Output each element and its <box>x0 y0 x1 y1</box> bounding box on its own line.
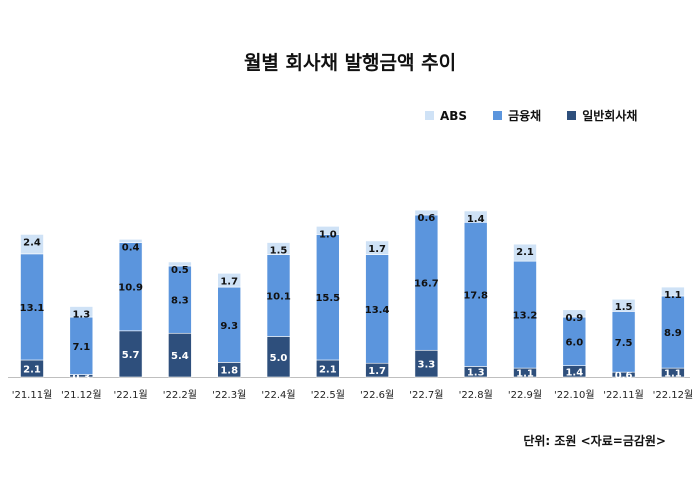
legend: ABS 금융채 일반회사채 <box>425 107 637 124</box>
x-tick-label-12: '22.11월 <box>603 389 644 401</box>
bar-abs-6 <box>315 226 340 235</box>
data-label-abs-4: 1.7 <box>220 276 238 287</box>
legend-swatch-abs <box>425 111 434 120</box>
legend-swatch-general <box>567 111 577 120</box>
bar-abs-0 <box>20 234 44 255</box>
data-label-abs-6: 1.0 <box>319 229 337 240</box>
data-label-financial-4: 9.3 <box>220 321 238 332</box>
data-label-abs-12: 1.5 <box>615 302 633 313</box>
x-tick-label-5: '22.4월 <box>261 389 295 401</box>
bar-abs-4 <box>217 273 241 288</box>
data-label-general-4: 1.8 <box>220 366 238 377</box>
data-label-general-1: 0.3 <box>72 372 90 383</box>
x-tick-label-2: '22.1월 <box>113 389 147 401</box>
bar-abs-11 <box>562 309 587 318</box>
bar-abs-9 <box>463 210 488 223</box>
data-label-financial-13: 8.9 <box>664 328 682 339</box>
x-tick-label-3: '22.2월 <box>163 389 197 401</box>
data-label-abs-3: 0.5 <box>171 265 189 276</box>
data-label-abs-0: 2.4 <box>23 237 41 248</box>
legend-label-abs: ABS <box>440 108 468 123</box>
data-label-financial-1: 7.1 <box>72 342 90 353</box>
data-label-general-10: 1.1 <box>516 369 534 380</box>
data-label-general-3: 5.4 <box>171 351 189 362</box>
data-label-financial-9: 17.8 <box>463 290 488 301</box>
unit-note: 단위: 조원 <자료=금감원> <box>523 434 666 448</box>
x-tick-label-7: '22.6월 <box>360 389 394 401</box>
x-tick-label-1: '21.12월 <box>61 389 102 401</box>
data-label-general-5: 5.0 <box>270 353 288 364</box>
x-tick-label-11: '22.10월 <box>554 389 595 401</box>
data-label-financial-8: 16.7 <box>414 279 439 290</box>
legend-label-financial: 금융채 <box>508 109 542 123</box>
x-tick-label-4: '22.3월 <box>212 389 246 401</box>
legend-swatch-financial <box>493 111 503 120</box>
x-tick-label-10: '22.9월 <box>508 389 542 401</box>
data-label-abs-9: 1.4 <box>467 214 485 225</box>
x-tick-label-0: '21.11월 <box>12 389 53 401</box>
data-label-abs-2: 0.4 <box>122 242 140 253</box>
data-label-financial-5: 10.1 <box>266 292 291 303</box>
data-label-abs-1: 1.3 <box>72 310 90 321</box>
bar-abs-12 <box>611 298 636 312</box>
legend-item-abs: ABS <box>425 109 467 123</box>
x-tick-label-6: '22.5월 <box>311 389 345 401</box>
data-label-financial-3: 8.3 <box>171 296 189 307</box>
data-label-financial-7: 13.4 <box>365 305 390 316</box>
data-label-financial-10: 13.2 <box>513 311 538 322</box>
data-label-general-13: 1.1 <box>664 369 682 380</box>
legend-item-general: 일반회사채 <box>567 107 637 124</box>
bar-abs-8 <box>414 209 439 216</box>
data-label-abs-7: 1.7 <box>368 244 386 255</box>
data-label-financial-0: 13.1 <box>20 303 45 314</box>
data-label-abs-11: 0.9 <box>565 313 583 324</box>
data-label-financial-12: 7.5 <box>615 338 633 349</box>
data-label-financial-2: 10.9 <box>118 283 143 294</box>
bar-abs-3 <box>168 261 192 267</box>
bar-abs-5 <box>266 242 291 255</box>
data-label-financial-6: 15.5 <box>315 293 340 304</box>
data-label-abs-10: 2.1 <box>516 247 534 258</box>
bar-abs-1 <box>69 306 94 318</box>
bar-abs-10 <box>513 243 537 262</box>
data-label-general-11: 1.4 <box>565 367 583 378</box>
data-label-financial-11: 6.0 <box>565 337 583 348</box>
x-tick-label-9: '22.8월 <box>459 389 493 401</box>
data-label-general-6: 2.1 <box>319 364 337 375</box>
data-label-general-0: 2.1 <box>23 364 41 375</box>
legend-label-general: 일반회사채 <box>582 109 638 123</box>
chart-title: 월별 회사채 발행금액 추이 <box>243 52 457 74</box>
data-label-general-12: 0.6 <box>615 371 633 382</box>
data-label-general-2: 5.7 <box>122 350 140 361</box>
data-label-abs-5: 1.5 <box>270 246 288 257</box>
legend-item-financial: 금융채 <box>493 107 541 124</box>
bar-abs-2 <box>118 239 143 243</box>
data-label-general-7: 1.7 <box>368 366 386 377</box>
data-label-abs-13: 1.1 <box>664 290 682 301</box>
data-label-general-9: 1.3 <box>467 368 485 379</box>
x-tick-label-8: '22.7월 <box>409 389 443 401</box>
bar-abs-7 <box>365 240 389 255</box>
data-label-abs-8: 0.6 <box>418 213 436 224</box>
x-tick-label-13: '22.12월 <box>653 389 694 401</box>
data-label-general-8: 3.3 <box>418 360 436 371</box>
bar-abs-13 <box>661 286 685 297</box>
